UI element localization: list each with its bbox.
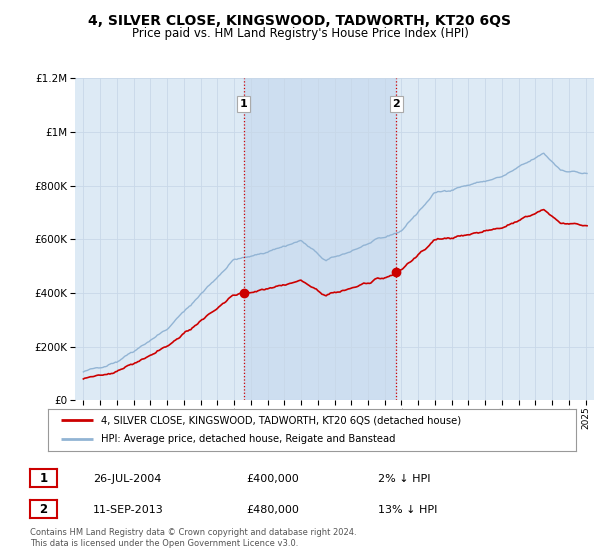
Text: 4, SILVER CLOSE, KINGSWOOD, TADWORTH, KT20 6QS: 4, SILVER CLOSE, KINGSWOOD, TADWORTH, KT…	[89, 14, 511, 28]
Bar	[244, 78, 397, 400]
Text: Contains HM Land Registry data © Crown copyright and database right 2024.
This d: Contains HM Land Registry data © Crown c…	[30, 528, 356, 548]
Text: 26-JUL-2004: 26-JUL-2004	[93, 474, 161, 484]
Text: Price paid vs. HM Land Registry's House Price Index (HPI): Price paid vs. HM Land Registry's House …	[131, 27, 469, 40]
Text: £400,000: £400,000	[246, 474, 299, 484]
Text: £480,000: £480,000	[246, 505, 299, 515]
Text: 1: 1	[240, 99, 247, 109]
Text: 13% ↓ HPI: 13% ↓ HPI	[378, 505, 437, 515]
Text: 2: 2	[40, 502, 47, 516]
Text: 2: 2	[392, 99, 400, 109]
Text: 4, SILVER CLOSE, KINGSWOOD, TADWORTH, KT20 6QS (detached house): 4, SILVER CLOSE, KINGSWOOD, TADWORTH, KT…	[101, 415, 461, 425]
Text: 2% ↓ HPI: 2% ↓ HPI	[378, 474, 431, 484]
Text: 11-SEP-2013: 11-SEP-2013	[93, 505, 164, 515]
Text: 1: 1	[40, 472, 47, 485]
Text: HPI: Average price, detached house, Reigate and Banstead: HPI: Average price, detached house, Reig…	[101, 435, 395, 445]
